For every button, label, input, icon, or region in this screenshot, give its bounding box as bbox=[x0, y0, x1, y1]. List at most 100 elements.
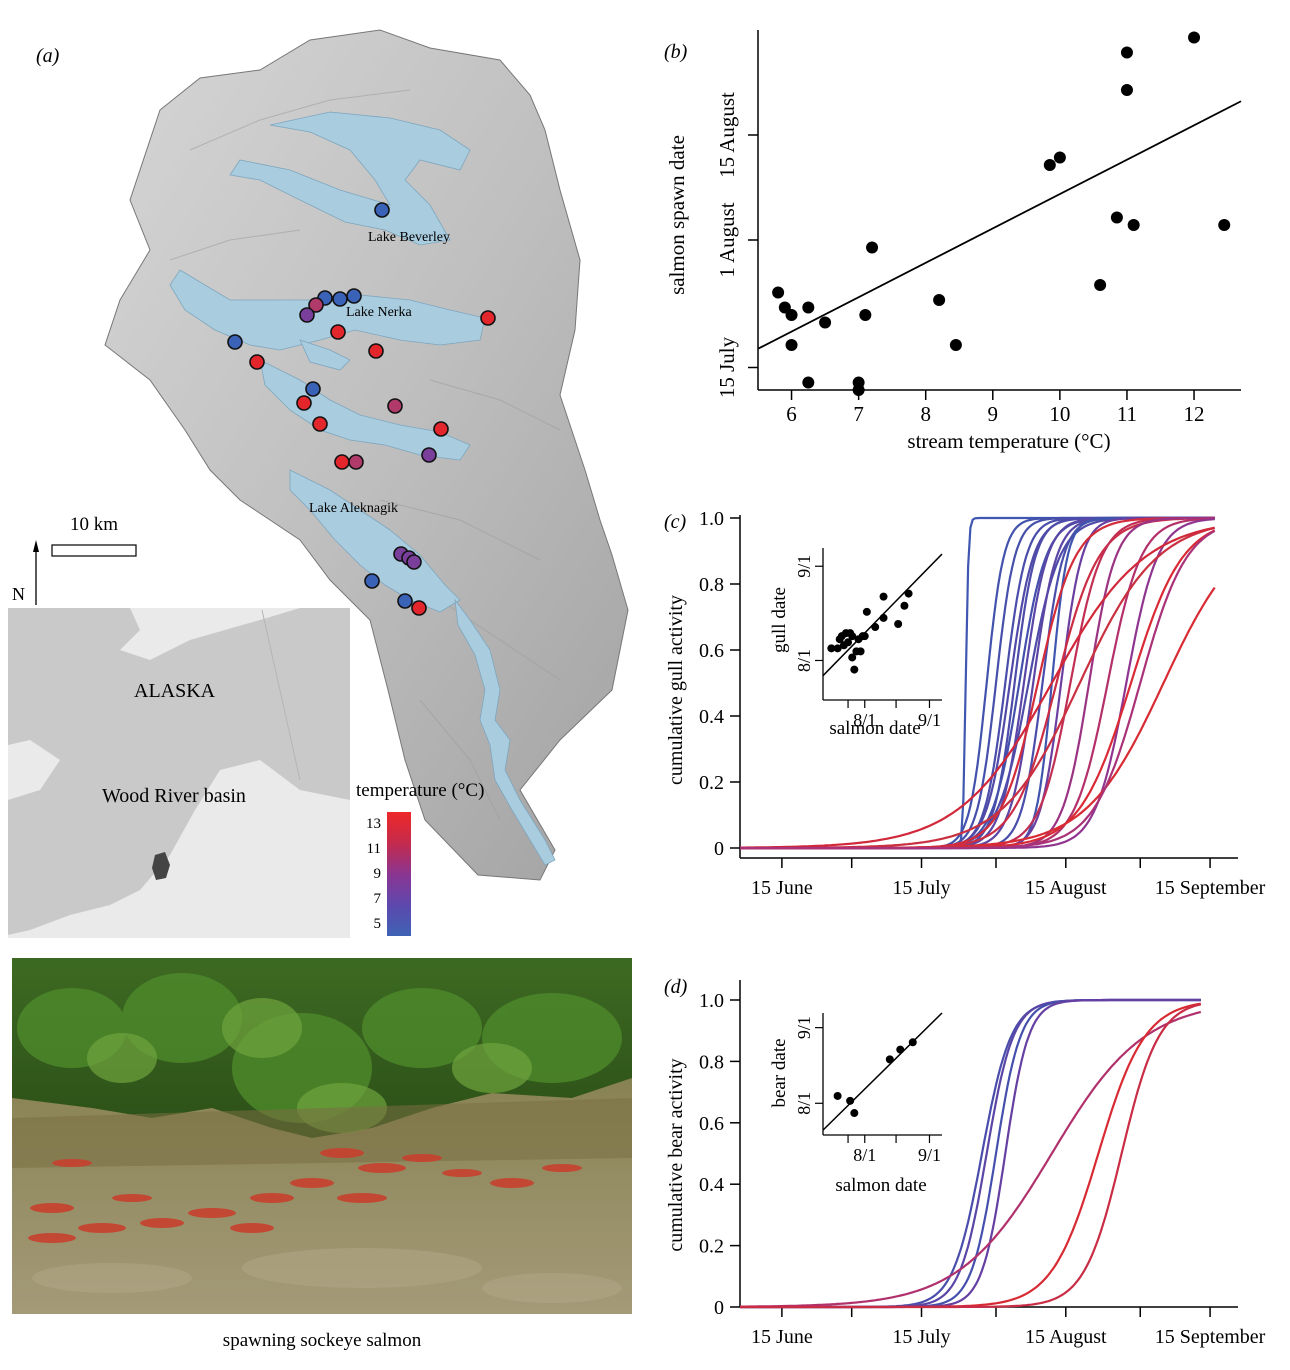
y-tick-label: 0.2 bbox=[699, 1236, 724, 1258]
x-tick-label: 15 June bbox=[751, 877, 813, 899]
inset-point bbox=[827, 644, 836, 653]
legend-tick: 11 bbox=[367, 841, 381, 857]
scatter-point bbox=[1053, 151, 1066, 164]
x-tick-label: 8 bbox=[920, 402, 931, 426]
inset-point bbox=[896, 1045, 905, 1054]
inset-point bbox=[885, 1055, 894, 1064]
cumulative-curve bbox=[740, 529, 1216, 850]
site-marker bbox=[480, 310, 496, 326]
inset-point bbox=[850, 665, 859, 674]
inset-point bbox=[860, 632, 869, 641]
y-axis-label: cumulative gull activity bbox=[665, 595, 687, 785]
site-marker bbox=[364, 573, 380, 589]
scatter-point bbox=[802, 301, 815, 314]
y-tick-label: 0.6 bbox=[699, 1113, 724, 1135]
inset-point bbox=[862, 607, 871, 616]
site-marker bbox=[305, 381, 321, 397]
inset-y-label: bear date bbox=[769, 1038, 790, 1107]
y-tick-label: 1.0 bbox=[699, 508, 724, 530]
inset-point bbox=[879, 613, 888, 622]
site-marker bbox=[387, 398, 403, 414]
y-tick-label: 0.8 bbox=[699, 574, 724, 596]
inset-x-tick-label: 8/1 bbox=[853, 710, 876, 730]
x-tick-label: 6 bbox=[786, 402, 797, 426]
y-tick-label: 15 August bbox=[715, 92, 739, 178]
panel-c: (c) 0 0.2 0.4 0.6 0.8 1.0 15 June 15 July 15 Au… bbox=[640, 490, 1290, 925]
x-tick-label: 12 bbox=[1184, 402, 1205, 426]
y-tick-label: 1 August bbox=[715, 202, 739, 277]
inset-point bbox=[879, 592, 888, 601]
inset-y-label: gull date bbox=[769, 587, 790, 653]
x-tick-label: 11 bbox=[1117, 402, 1137, 426]
scatter-point bbox=[949, 339, 962, 351]
x-tick-label: 15 September bbox=[1155, 877, 1266, 899]
site-marker bbox=[330, 324, 346, 340]
inset-x-tick-label: 9/1 bbox=[918, 1145, 941, 1165]
inset-y-tick-label: 9/1 bbox=[794, 555, 814, 578]
x-axis-label: stream temperature (°C) bbox=[907, 429, 1110, 453]
inset-point bbox=[844, 638, 853, 647]
y-tick-label: 0.4 bbox=[699, 1174, 724, 1196]
regression-line bbox=[757, 100, 1242, 350]
scatter-point bbox=[1120, 84, 1133, 96]
inset-y-tick-label: 8/1 bbox=[794, 1092, 814, 1115]
legend-tick: 13 bbox=[366, 816, 381, 832]
site-marker bbox=[299, 307, 315, 323]
x-tick-label: 15 August bbox=[1025, 1326, 1107, 1348]
y-tick-label: 0.8 bbox=[699, 1051, 724, 1073]
inset-regression-line bbox=[822, 1012, 943, 1131]
y-axis-label: salmon spawn date bbox=[665, 135, 689, 295]
wood-river-basin bbox=[104, 29, 629, 881]
inset-point bbox=[850, 1109, 859, 1118]
legend-colorbar bbox=[387, 812, 411, 936]
y-tick-label: 1.0 bbox=[699, 990, 724, 1012]
scatter-point bbox=[1188, 31, 1201, 44]
scatter-point bbox=[1127, 219, 1140, 231]
x-tick-label: 15 June bbox=[751, 1326, 813, 1348]
inset-x-tick-label: 9/1 bbox=[918, 710, 941, 730]
inset-point bbox=[871, 623, 880, 632]
y-tick-label: 15 July bbox=[715, 336, 739, 398]
inset-region-label: ALASKA bbox=[134, 680, 216, 702]
x-tick-label: 9 bbox=[988, 402, 999, 426]
x-tick-label: 10 bbox=[1049, 402, 1070, 426]
y-tick-label: 0 bbox=[714, 838, 724, 860]
inset-basin-label: Wood River basin bbox=[102, 785, 246, 807]
site-marker bbox=[249, 354, 265, 370]
wood-river-channel bbox=[454, 598, 556, 866]
inset-point bbox=[848, 653, 857, 662]
y-tick-label: 0.2 bbox=[699, 772, 724, 794]
site-marker bbox=[296, 395, 312, 411]
photo-illustration bbox=[12, 958, 632, 1314]
site-marker bbox=[433, 421, 449, 437]
bear-inset: 8/1 9/1 8/1 9/1 salmon date bear date bbox=[769, 1012, 943, 1196]
panel-a: Lake Beverley Lake Nerka Lake Aleknagik … bbox=[0, 0, 640, 945]
scatter-point bbox=[785, 339, 798, 351]
scatter-point bbox=[785, 309, 798, 321]
site-marker bbox=[348, 454, 364, 470]
inset-point bbox=[833, 644, 842, 653]
inset-y-tick-label: 9/1 bbox=[794, 1016, 814, 1039]
site-marker bbox=[374, 202, 390, 218]
site-marker bbox=[397, 593, 413, 609]
x-tick-label: 15 July bbox=[892, 1326, 950, 1348]
x-tick-label: 7 bbox=[853, 402, 864, 426]
site-marker bbox=[406, 554, 422, 570]
panel-c-chart: (c) 0 0.2 0.4 0.6 0.8 1.0 15 June 15 July 15 Au… bbox=[664, 508, 1266, 899]
temperature-legend: temperature (°C) 13 11 9 7 5 bbox=[356, 780, 484, 936]
inset-x-label: salmon date bbox=[835, 1175, 926, 1196]
inset-x-tick-label: 8/1 bbox=[853, 1145, 876, 1165]
lake-beverley-shape bbox=[229, 111, 471, 246]
map-figure: Lake Beverley Lake Nerka Lake Aleknagik … bbox=[8, 29, 629, 938]
scatter-point bbox=[1094, 279, 1107, 291]
panel-c-label: (c) bbox=[664, 511, 687, 533]
y-tick-label: 0 bbox=[714, 1297, 724, 1319]
scatter-point bbox=[772, 286, 785, 299]
panel-d: (d) 0 0.2 0.4 0.6 0.8 1.0 15 June 15 July 15 Au… bbox=[640, 955, 1290, 1365]
inset-point bbox=[894, 620, 903, 628]
inset-point bbox=[904, 589, 913, 598]
site-marker bbox=[308, 297, 324, 313]
x-tick-label: 15 September bbox=[1155, 1326, 1266, 1348]
scatter-point bbox=[1043, 159, 1056, 171]
